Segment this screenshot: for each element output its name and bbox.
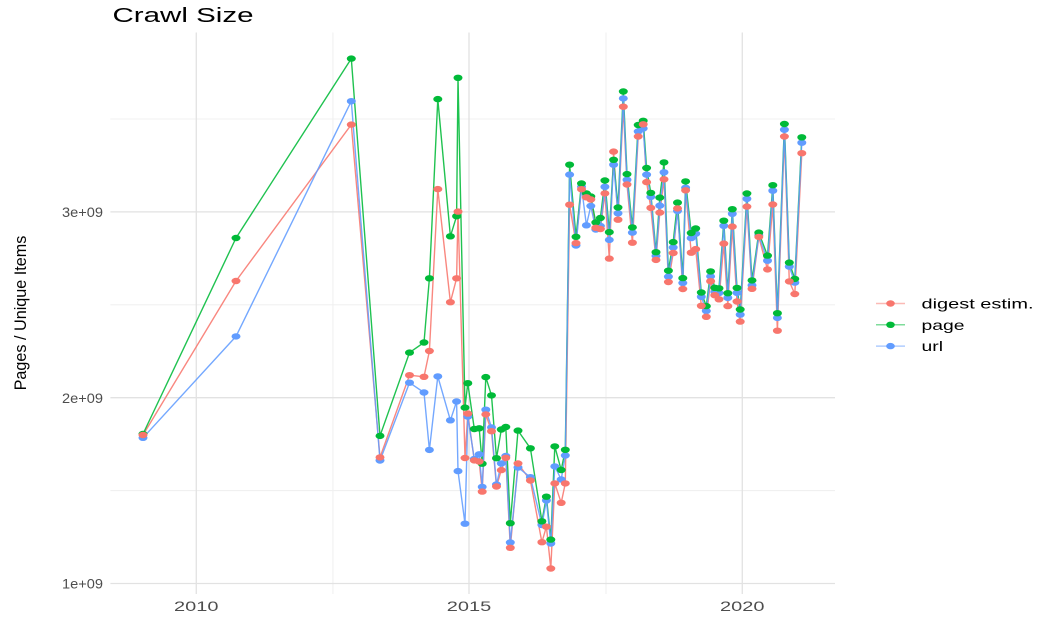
svg-text:digest estim.: digest estim. <box>922 296 1034 312</box>
svg-text:page: page <box>922 317 965 333</box>
svg-text:2e+09: 2e+09 <box>62 390 103 406</box>
svg-text:2020: 2020 <box>720 598 765 614</box>
svg-text:2010: 2010 <box>174 598 219 614</box>
svg-text:Pages / Unique Items: Pages / Unique Items <box>12 236 30 391</box>
svg-text:1e+09: 1e+09 <box>62 576 103 592</box>
svg-text:url: url <box>922 338 944 354</box>
svg-text:Crawl Size: Crawl Size <box>113 5 254 27</box>
svg-text:3e+09: 3e+09 <box>62 204 103 220</box>
svg-text:2015: 2015 <box>447 598 492 614</box>
